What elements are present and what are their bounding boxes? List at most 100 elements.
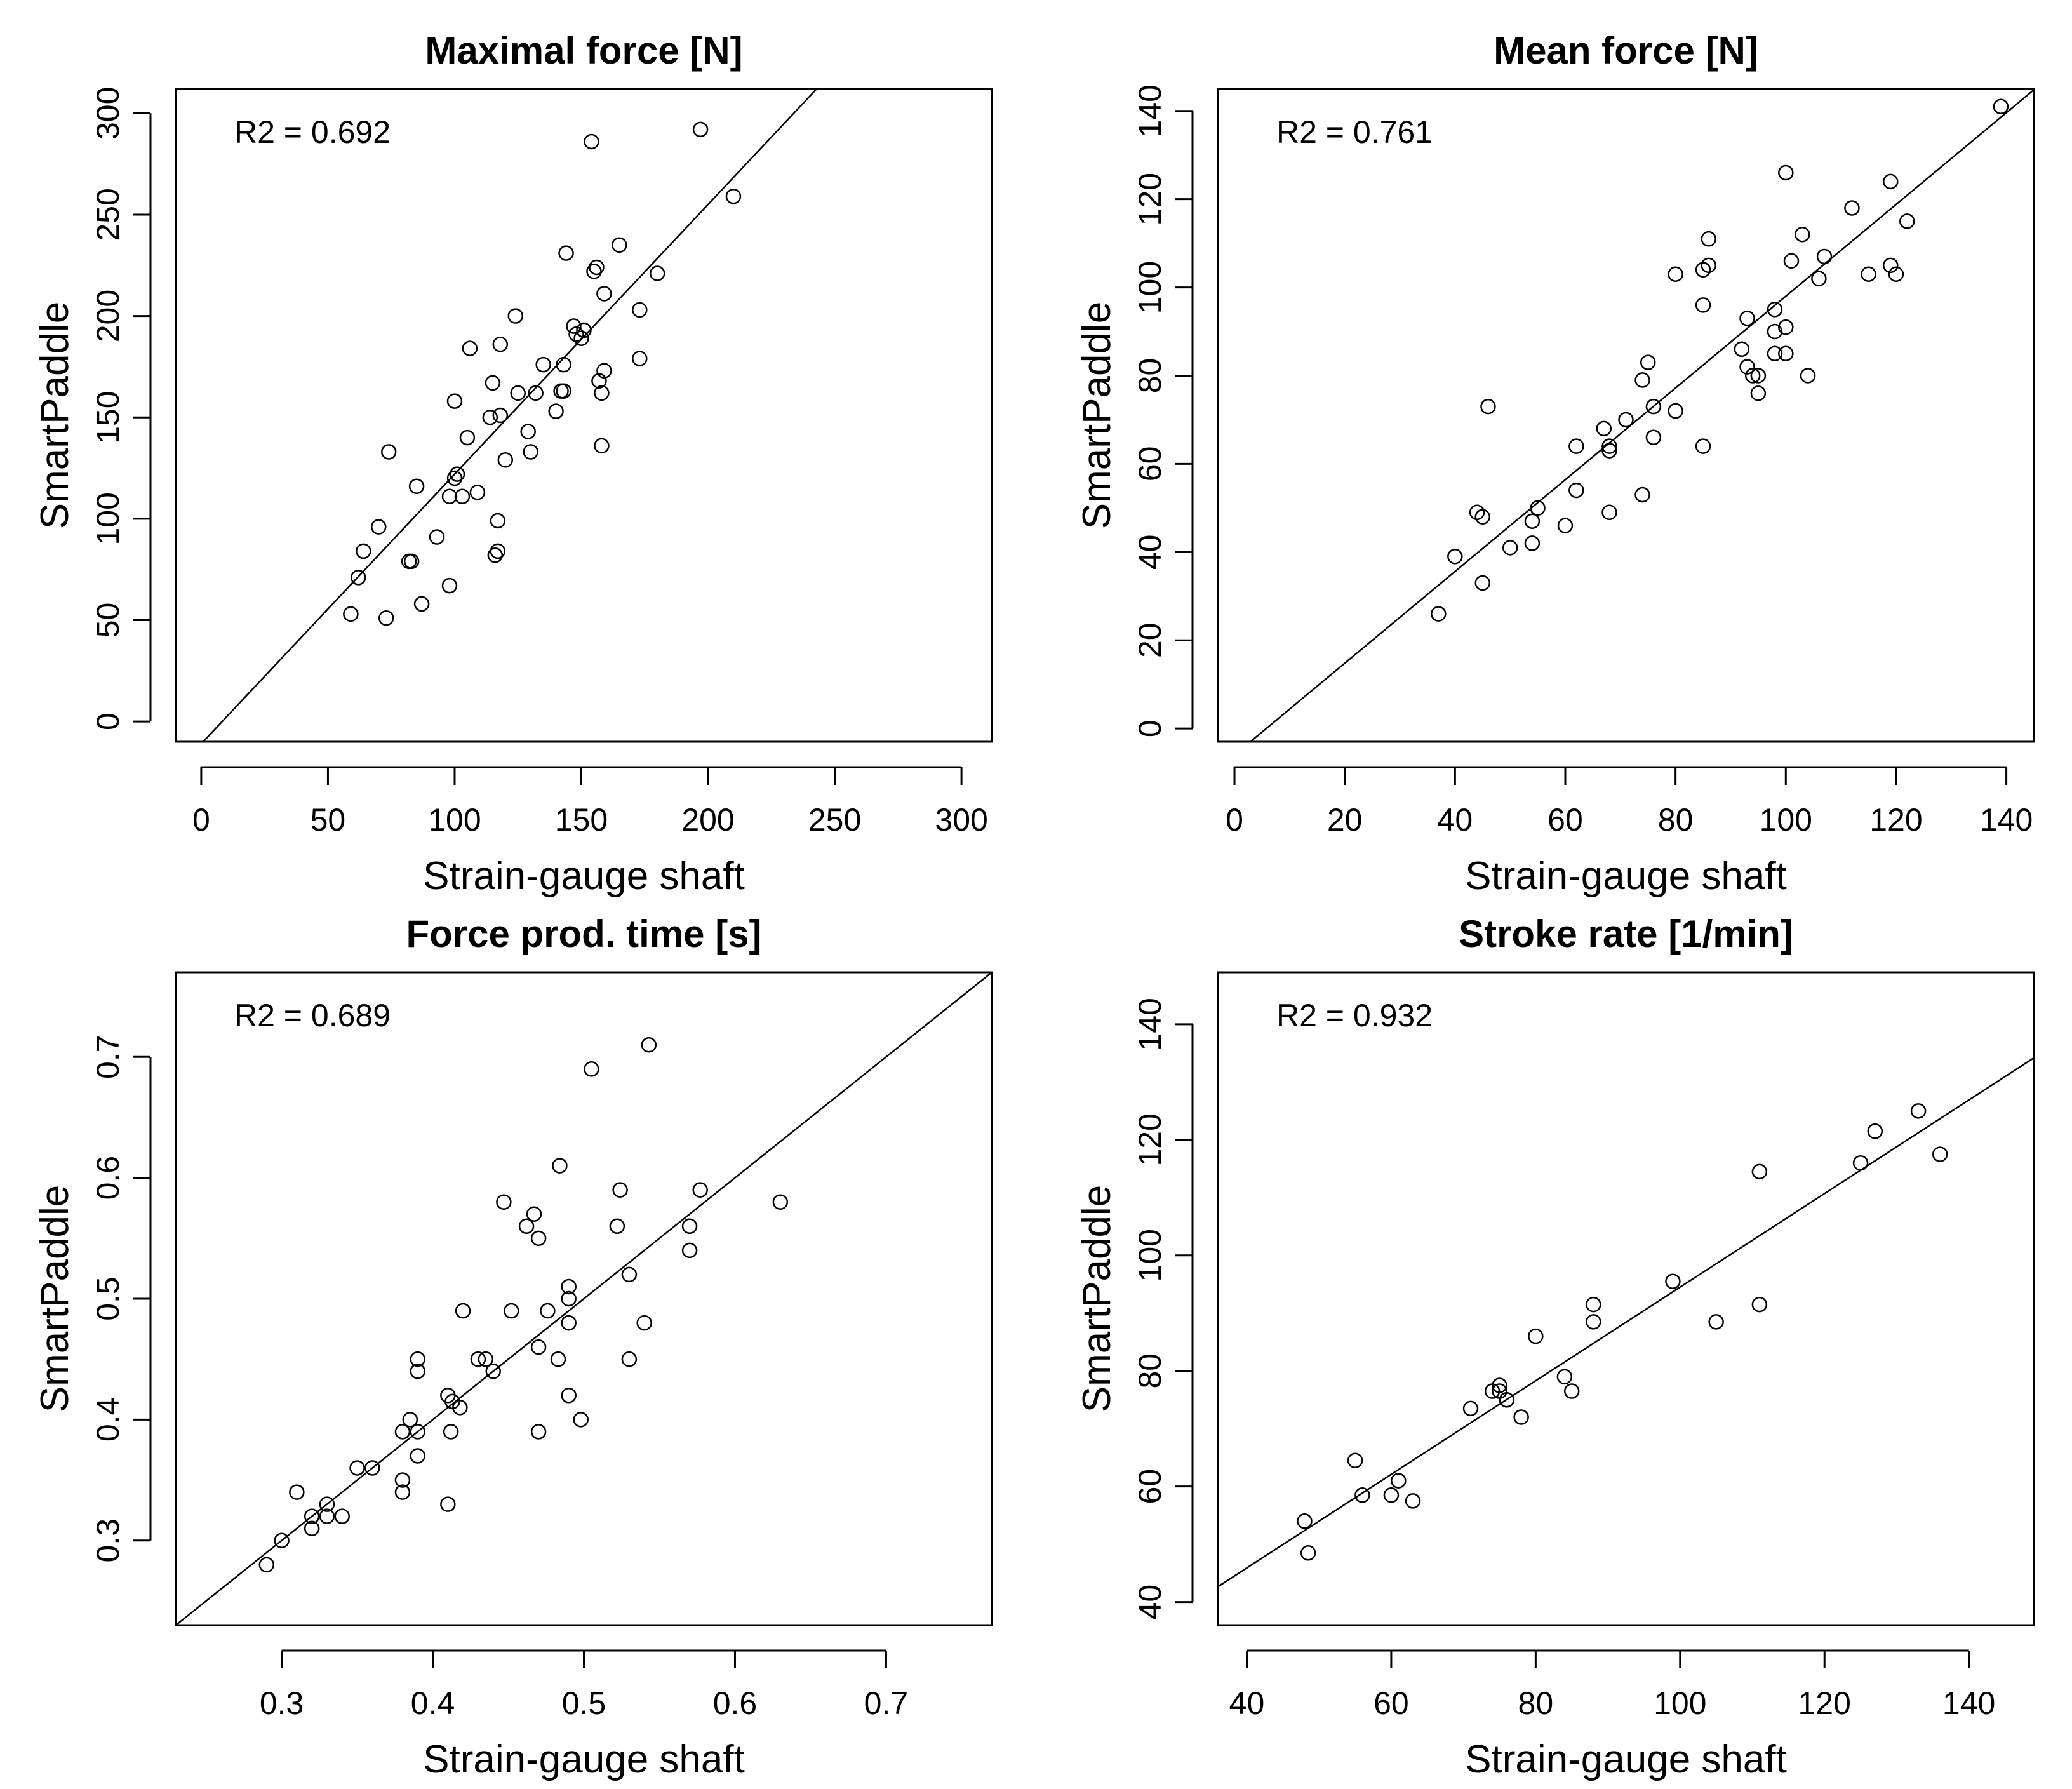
- y-axis-label: SmartPaddle: [33, 1185, 77, 1412]
- x-tick-label: 80: [1518, 1685, 1554, 1721]
- regression-line: [1249, 89, 2034, 742]
- data-point: [558, 245, 574, 261]
- data-point: [556, 383, 571, 399]
- data-point: [530, 1339, 547, 1355]
- y-tick-label: 60: [1132, 446, 1168, 482]
- data-point: [356, 543, 371, 559]
- x-tick-label: 100: [1654, 1685, 1706, 1721]
- data-point: [548, 403, 564, 419]
- y-tick-label: 140: [1132, 84, 1168, 137]
- data-point: [584, 133, 599, 150]
- data-point: [443, 1424, 459, 1440]
- y-tick-label: 0.7: [90, 1035, 126, 1080]
- y-tick-label: 80: [1132, 1353, 1168, 1389]
- data-point: [304, 1520, 320, 1536]
- data-point: [1347, 1452, 1363, 1468]
- x-tick-label: 140: [1942, 1685, 1995, 1721]
- y-tick-label: 40: [1132, 535, 1168, 570]
- y-tick-label: 100: [1132, 261, 1168, 314]
- panel-3: Force prod. time [s]0.3 0.4 0.5 0.6 0.70.30.…: [33, 913, 993, 1781]
- data-point: [1695, 297, 1711, 313]
- data-point: [490, 543, 506, 559]
- data-point: [1750, 385, 1767, 401]
- data-point: [441, 488, 458, 504]
- data-point: [1618, 412, 1634, 428]
- data-point: [1852, 1155, 1869, 1171]
- data-point: [410, 1424, 425, 1440]
- data-point: [1668, 403, 1683, 419]
- data-point: [482, 409, 498, 425]
- data-point: [1800, 368, 1816, 384]
- data-point: [470, 1351, 486, 1367]
- data-point: [692, 121, 709, 138]
- data-point: [1695, 438, 1711, 454]
- data-point: [1645, 398, 1662, 415]
- y-tick-label: 120: [1132, 173, 1168, 225]
- x-axis-label: Strain-gauge shaft: [423, 854, 745, 898]
- y-axis-label: SmartPaddle: [1075, 302, 1119, 529]
- data-point: [596, 286, 612, 302]
- data-point: [1645, 429, 1662, 445]
- data-point: [1844, 200, 1860, 216]
- x-tick-label: 40: [1438, 802, 1473, 838]
- data-point: [681, 1218, 698, 1235]
- data-point: [394, 1424, 411, 1440]
- y-tick-label: 300: [90, 87, 126, 140]
- data-point: [334, 1508, 351, 1524]
- x-tick-label: 60: [1547, 802, 1583, 838]
- data-point: [1778, 319, 1794, 335]
- data-point: [550, 1351, 566, 1367]
- data-point: [1634, 486, 1650, 503]
- data-point: [402, 1412, 418, 1428]
- x-tick-label: 140: [1980, 802, 2033, 838]
- plot-frame: [175, 88, 993, 743]
- data-point: [1701, 257, 1716, 274]
- x-tick-label: 60: [1374, 1685, 1409, 1721]
- x-axis-label: Strain-gauge shaft: [423, 1738, 745, 1781]
- regression-line: [1218, 1057, 2034, 1588]
- data-point: [1668, 266, 1683, 282]
- data-point: [586, 264, 602, 279]
- data-point: [1739, 359, 1755, 375]
- data-point: [1447, 549, 1463, 565]
- data-point: [573, 1412, 589, 1428]
- chart-title: Mean force [N]: [1494, 29, 1758, 72]
- data-point: [1744, 368, 1761, 384]
- data-point: [1910, 1103, 1927, 1119]
- data-point: [528, 385, 544, 401]
- data-point: [1751, 1163, 1768, 1180]
- data-points: [1297, 1103, 1948, 1561]
- data-point: [1391, 1473, 1407, 1489]
- x-tick-label: 80: [1658, 802, 1694, 838]
- data-point: [526, 1206, 542, 1222]
- data-point: [1297, 1513, 1313, 1529]
- data-point: [1383, 1487, 1400, 1503]
- data-point: [584, 1061, 599, 1077]
- data-point: [1932, 1146, 1948, 1162]
- data-point: [1563, 1383, 1580, 1399]
- data-point: [408, 478, 425, 494]
- data-point: [490, 513, 506, 529]
- data-point: [1811, 271, 1827, 286]
- data-point: [576, 322, 592, 338]
- data-point: [452, 1400, 468, 1416]
- data-point: [1524, 535, 1541, 551]
- data-point: [530, 1424, 547, 1440]
- chart-title: Stroke rate [1/min]: [1459, 913, 1793, 955]
- data-point: [319, 1496, 335, 1512]
- data-point: [1300, 1545, 1316, 1561]
- data-point: [497, 452, 514, 468]
- data-point: [380, 444, 397, 460]
- data-point: [636, 1315, 652, 1331]
- data-point: [1767, 345, 1783, 362]
- y-tick-label: 50: [90, 603, 126, 638]
- data-point: [410, 1351, 425, 1367]
- data-point: [561, 1278, 577, 1295]
- data-point: [449, 466, 465, 482]
- data-point: [1502, 540, 1518, 556]
- data-point: [523, 444, 538, 460]
- data-point: [594, 385, 610, 401]
- y-tick-label: 120: [1132, 1113, 1168, 1166]
- y-axis: 0.3 0.4 0.5 0.6 0.7: [90, 1035, 152, 1562]
- data-point: [1750, 368, 1767, 384]
